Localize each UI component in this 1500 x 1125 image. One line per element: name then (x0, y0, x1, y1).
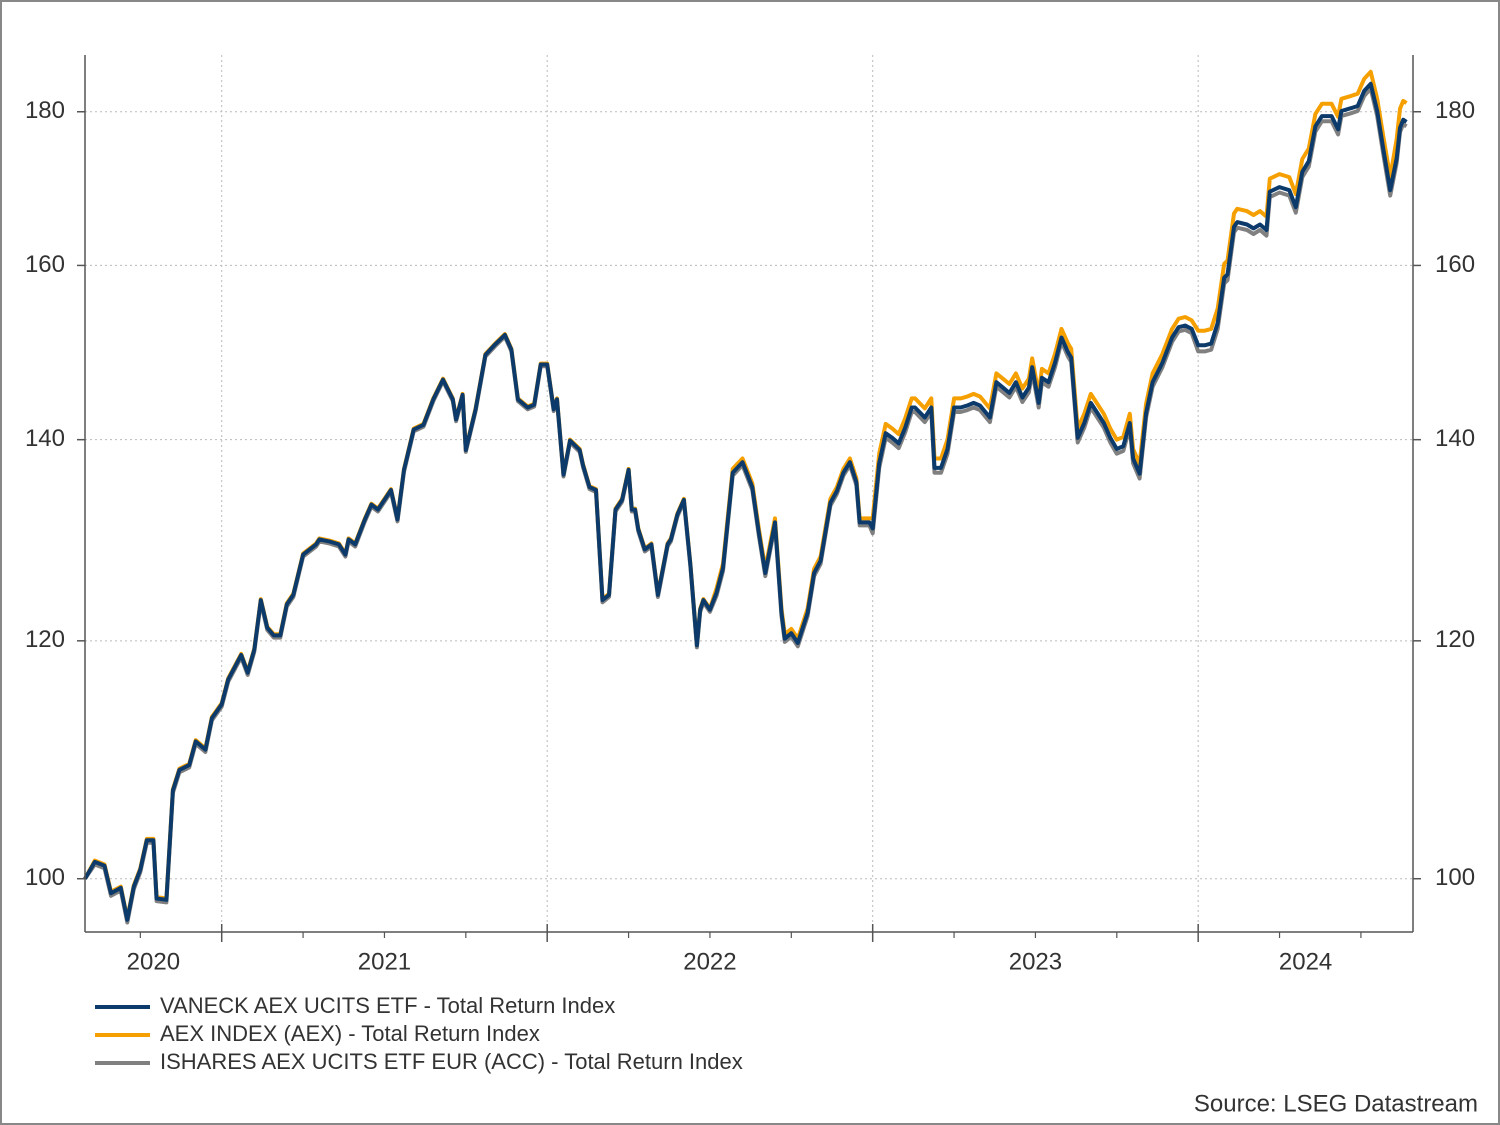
y2-tick-label: 100 (1435, 864, 1475, 891)
x-tick-label: 2021 (358, 948, 411, 975)
x-tick-label: 2023 (1009, 948, 1062, 975)
legend-label: ISHARES AEX UCITS ETF EUR (ACC) - Total … (160, 1049, 743, 1074)
y-tick-label: 120 (25, 626, 65, 653)
series-line (83, 81, 1408, 922)
x-tick-label: 2020 (127, 948, 180, 975)
legend-label: AEX INDEX (AEX) - Total Return Index (160, 1021, 540, 1046)
legend-label: VANECK AEX UCITS ETF - Total Return Inde… (160, 993, 615, 1018)
axes: 100 100 120 120 140 140 160 160 180 180 2020 2021 20… (25, 55, 1475, 975)
y2-tick-label: 140 (1435, 425, 1475, 452)
y2-tick-label: 160 (1435, 251, 1475, 278)
legend: VANECK AEX UCITS ETF - Total Return Inde… (95, 993, 743, 1074)
source-note: Source: LSEG Datastream (1194, 1090, 1478, 1117)
y2-tick-label: 180 (1435, 97, 1475, 124)
x-tick-label: 2024 (1279, 948, 1332, 975)
grid (85, 55, 1413, 932)
x-tick-label: 2022 (683, 948, 736, 975)
y2-tick-label: 120 (1435, 626, 1475, 653)
plot-lines (83, 69, 1408, 925)
y-tick-label: 160 (25, 251, 65, 278)
y-tick-label: 100 (25, 864, 65, 891)
y-tick-label: 140 (25, 425, 65, 452)
y-tick-label: 180 (25, 97, 65, 124)
